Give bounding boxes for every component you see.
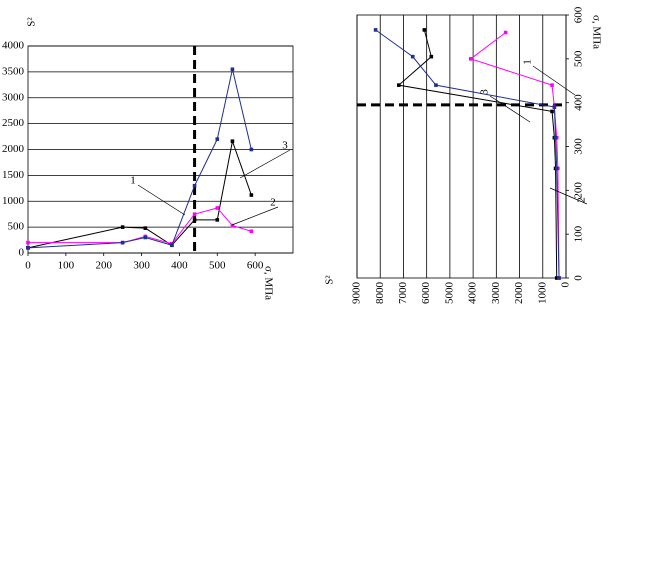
y-tick-label: 500 xyxy=(8,221,25,233)
point-marker xyxy=(192,183,197,188)
series-line xyxy=(27,139,252,249)
x-tick-label: 0 xyxy=(573,275,585,281)
x-tick-label: 0 xyxy=(25,260,31,272)
point-marker xyxy=(468,57,473,61)
leader-line xyxy=(239,149,291,179)
point-marker xyxy=(230,223,235,228)
point-marker xyxy=(503,30,508,35)
leader-line xyxy=(231,206,279,226)
x-tick-label: 400 xyxy=(171,260,188,272)
x-tick-label: 500 xyxy=(209,260,226,272)
x-tick-label: 600 xyxy=(247,260,264,272)
series-line xyxy=(469,32,560,279)
point-marker xyxy=(192,212,197,216)
point-marker xyxy=(249,193,254,197)
point-marker xyxy=(230,67,235,72)
point-marker xyxy=(215,206,220,210)
point-marker xyxy=(120,225,125,229)
y-tick-label: 4000 xyxy=(467,282,479,305)
x-tick-label: 300 xyxy=(133,260,150,272)
y-tick-label: 3000 xyxy=(490,282,502,305)
leader-line xyxy=(532,65,576,96)
point-marker xyxy=(26,240,30,245)
series-line xyxy=(397,29,558,279)
point-marker xyxy=(230,139,235,144)
x-axis-label: σ, МПа xyxy=(262,266,274,300)
x-tick-label: 100 xyxy=(58,260,75,272)
point-marker xyxy=(249,147,254,152)
point-marker xyxy=(143,226,148,230)
annotation: 2 xyxy=(576,197,588,203)
point-marker xyxy=(550,109,554,114)
point-marker xyxy=(215,218,220,222)
y-tick-label: 1000 xyxy=(2,195,25,207)
x-tick-label: 400 xyxy=(573,94,585,111)
y-axis-label: S² xyxy=(324,275,336,285)
point-marker xyxy=(554,166,559,171)
x-tick-label: 200 xyxy=(573,182,585,199)
y-tick-label: 1500 xyxy=(2,169,25,181)
point-marker xyxy=(170,243,174,248)
leader-line xyxy=(489,95,531,123)
point-marker xyxy=(26,246,30,250)
chart: 0 1000 2000 3000 4000 5000 6000 7000 8000 9000 0 10… xyxy=(351,6,585,304)
point-marker xyxy=(215,137,220,141)
y-tick-label: 8000 xyxy=(374,282,386,305)
point-marker xyxy=(397,83,401,87)
y-axis-label: S² xyxy=(26,17,38,27)
y-tick-label: 2500 xyxy=(2,117,25,129)
y-tick-label: 4000 xyxy=(2,40,25,52)
x-axis-label: σ, МПа xyxy=(590,15,602,49)
point-marker xyxy=(120,240,125,245)
y-tick-label: 2000 xyxy=(2,143,25,155)
leader-line xyxy=(137,184,186,216)
y-tick-label: 9000 xyxy=(351,282,363,305)
x-tick-label: 200 xyxy=(95,260,112,272)
annotation: 1 xyxy=(522,59,534,65)
y-tick-label: 0 xyxy=(560,282,572,288)
x-tick-label: 300 xyxy=(573,138,585,155)
annotation: 2 xyxy=(270,197,276,209)
y-tick-label: 5000 xyxy=(443,282,455,305)
annotation: 3 xyxy=(282,140,288,152)
point-marker xyxy=(429,54,434,59)
y-tick-label: 0 xyxy=(19,247,25,259)
point-marker xyxy=(249,229,254,234)
y-tick-label: 3500 xyxy=(2,65,25,77)
point-marker xyxy=(550,83,554,87)
y-tick-label: 3000 xyxy=(2,91,25,103)
point-marker xyxy=(552,105,557,109)
plot-frame xyxy=(356,14,567,279)
x-tick-label: 600 xyxy=(573,6,585,23)
plot-frame xyxy=(27,45,294,254)
y-tick-label: 1000 xyxy=(536,282,548,305)
y-tick-label: 6000 xyxy=(420,282,432,305)
annotation: 3 xyxy=(479,89,491,95)
y-tick-label: 2000 xyxy=(513,282,525,305)
point-marker xyxy=(553,135,558,140)
point-marker xyxy=(434,83,438,87)
series-line xyxy=(27,69,252,249)
point-marker xyxy=(410,54,415,59)
point-marker xyxy=(373,28,378,32)
y-tick-label: 7000 xyxy=(397,282,409,305)
point-marker xyxy=(192,218,197,222)
x-tick-label: 500 xyxy=(573,50,585,67)
leader-line xyxy=(549,187,588,205)
x-tick-label: 100 xyxy=(573,225,585,242)
point-marker xyxy=(143,235,148,240)
annotation: 1 xyxy=(130,175,136,187)
point-marker xyxy=(557,276,561,280)
point-marker xyxy=(422,28,427,32)
